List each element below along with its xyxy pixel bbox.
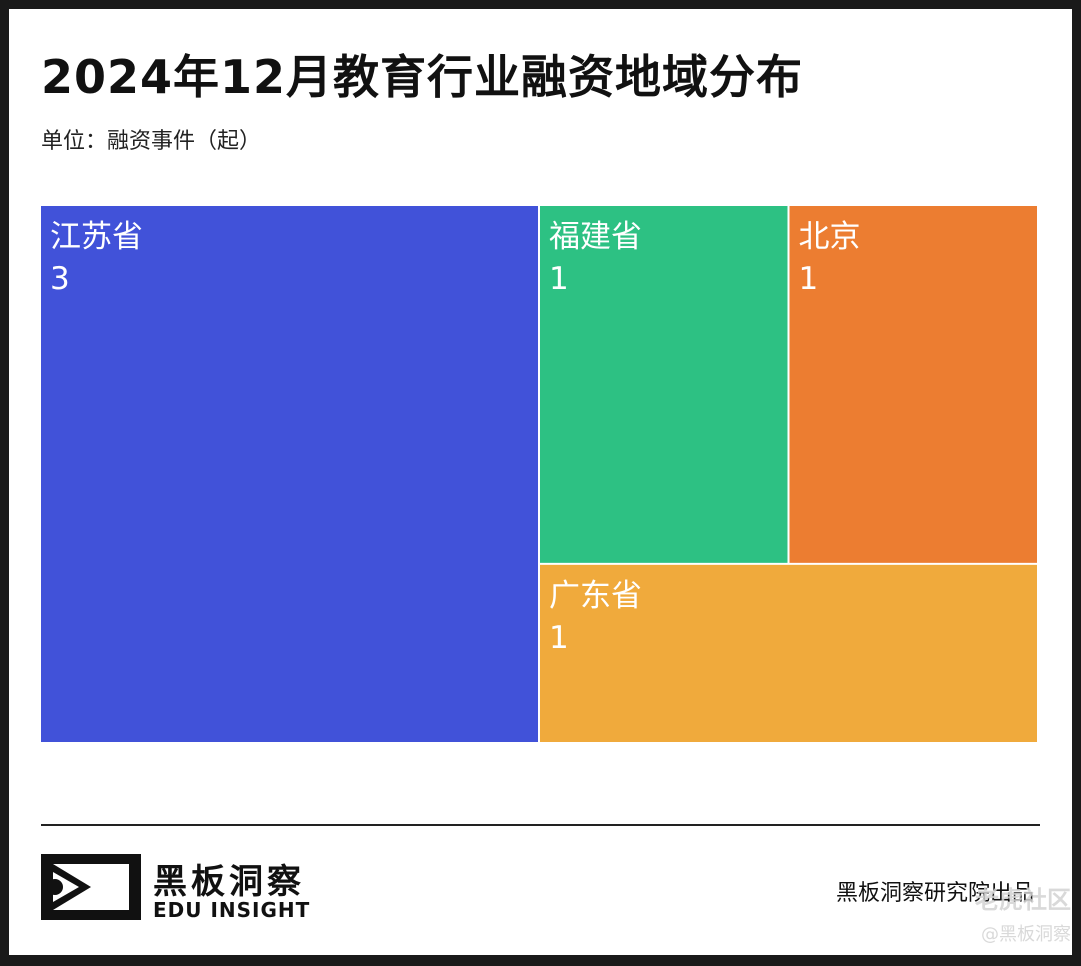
treemap-label-1: 江苏省 bbox=[50, 219, 143, 255]
treemap-cell-2: 福建省 1 bbox=[540, 206, 788, 563]
brand-logo: 黑板洞察 EDU INSIGHT bbox=[41, 854, 321, 924]
treemap-chart: 江苏省 3 福建省 1 北京 1 广东省 1 bbox=[41, 206, 1037, 742]
eye-logo-icon bbox=[41, 854, 141, 920]
logo-english-text: EDU INSIGHT bbox=[153, 898, 311, 922]
treemap-cell-3: 北京 1 bbox=[789, 206, 1037, 563]
chart-title: 2024年12月教育行业融资地域分布 bbox=[41, 50, 804, 104]
treemap-value-3: 1 bbox=[799, 261, 819, 297]
watermark-community: 老虎社区 bbox=[975, 886, 1071, 914]
chart-card: 2024年12月教育行业融资地域分布 单位：融资事件（起） 江苏省 3 福建省 1 北京… bbox=[9, 9, 1072, 955]
treemap-value-2: 1 bbox=[549, 261, 569, 297]
treemap-label-4: 广东省 bbox=[549, 578, 642, 614]
watermark-handle: @黑板洞察 bbox=[981, 924, 1071, 945]
treemap-rect-4 bbox=[540, 564, 1037, 742]
treemap-value-1: 3 bbox=[50, 261, 70, 297]
unit-label: 单位：融资事件（起） bbox=[41, 129, 262, 154]
treemap-rect-3 bbox=[789, 206, 1037, 563]
treemap-label-3: 北京 bbox=[799, 219, 861, 255]
treemap-rect-2 bbox=[540, 206, 788, 563]
treemap-cell-4: 广东省 1 bbox=[540, 564, 1037, 742]
credit-text: 黑板洞察研究院出品 bbox=[835, 881, 1034, 906]
treemap-cell-1: 江苏省 3 bbox=[41, 206, 538, 742]
footer-divider bbox=[41, 824, 1040, 826]
logo-chinese-text: 黑板洞察 bbox=[153, 862, 305, 902]
treemap-value-4: 1 bbox=[549, 620, 569, 656]
treemap-rect-1 bbox=[41, 206, 538, 742]
treemap-label-2: 福建省 bbox=[549, 219, 642, 255]
